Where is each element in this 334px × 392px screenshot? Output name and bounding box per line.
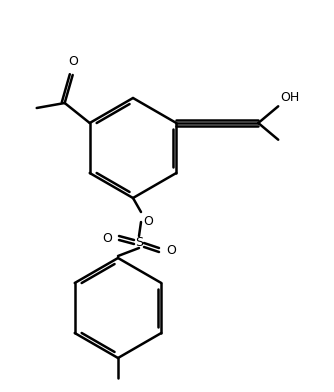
Text: O: O [143, 215, 153, 228]
Text: OH: OH [280, 91, 300, 104]
Text: S: S [135, 236, 143, 249]
Text: O: O [102, 232, 112, 245]
Text: O: O [166, 243, 176, 256]
Text: O: O [68, 55, 77, 68]
